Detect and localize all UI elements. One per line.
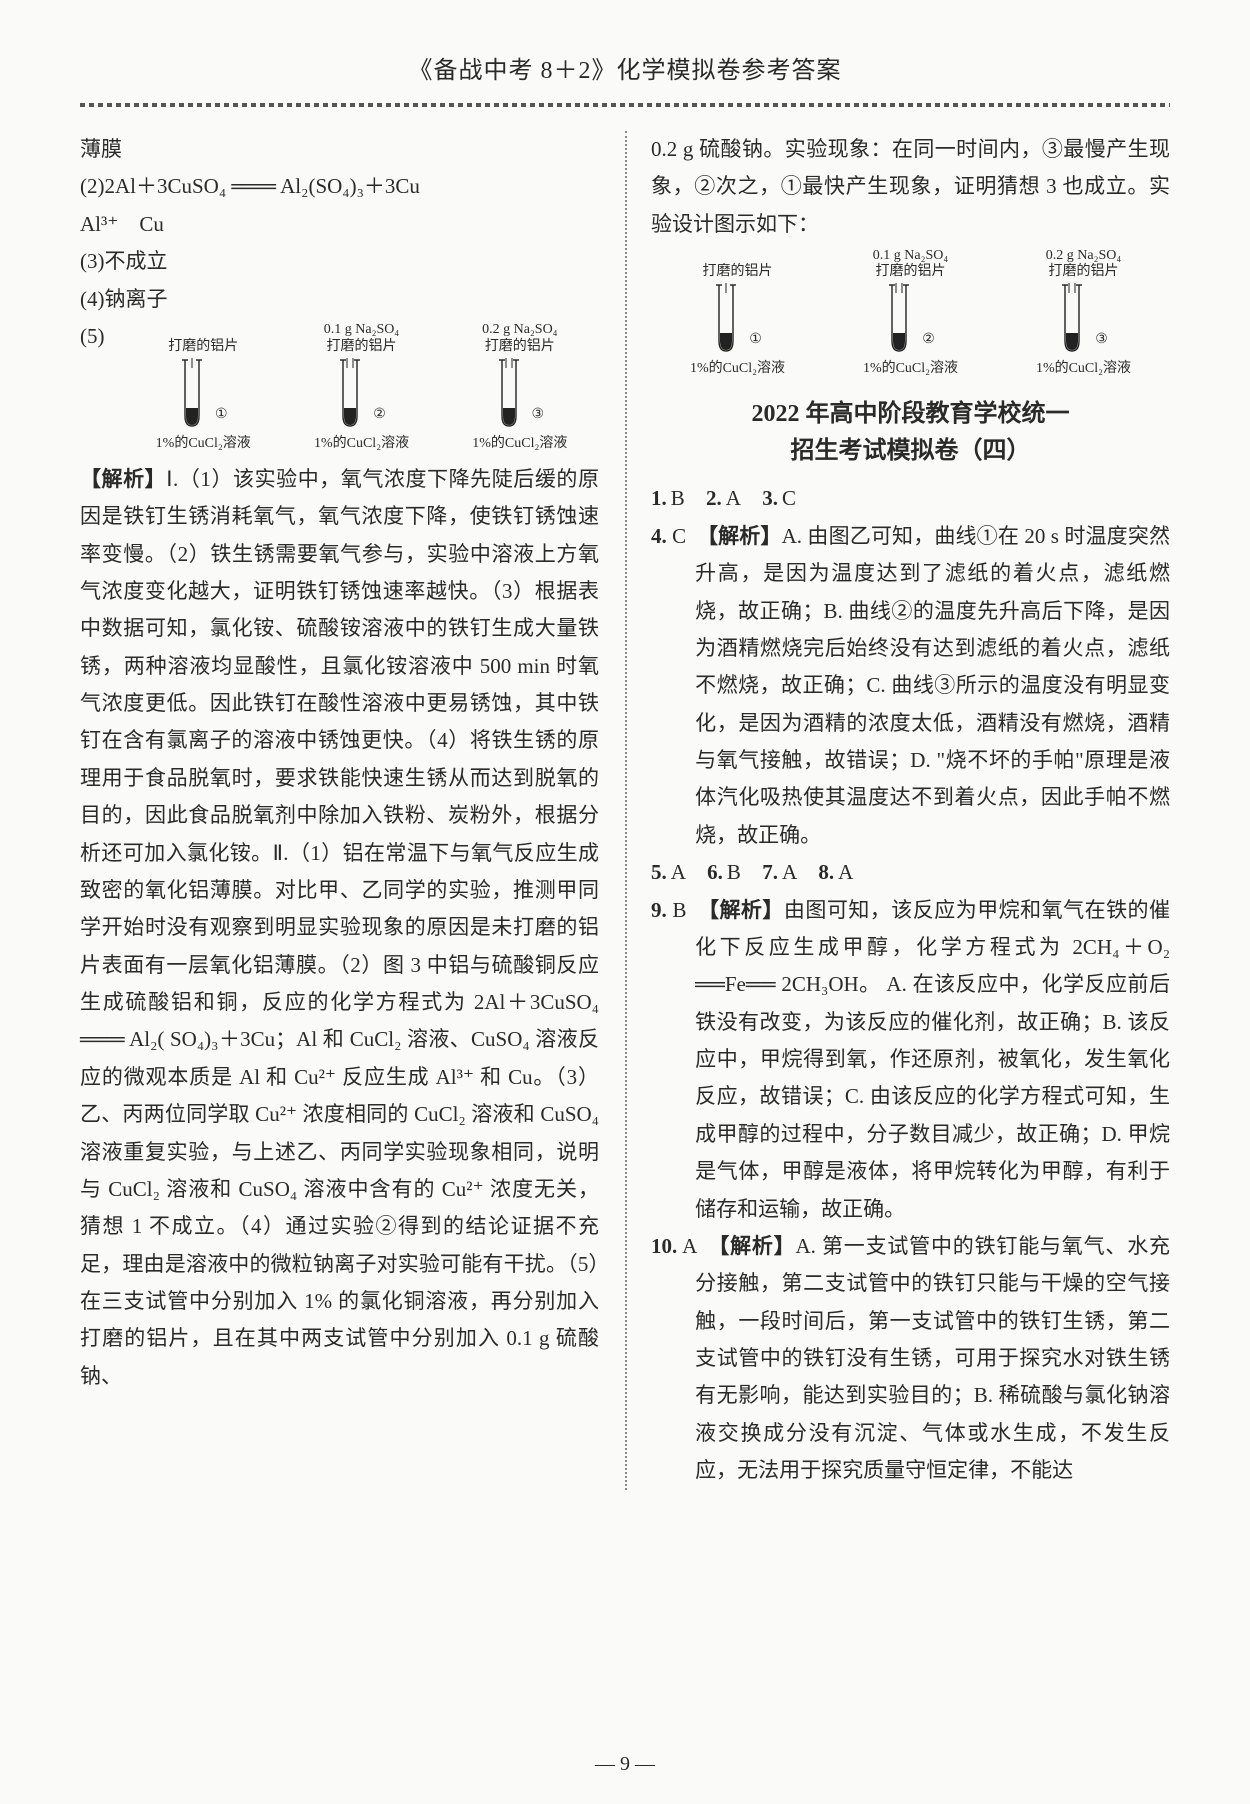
tube-top-line2: 打磨的铝片 — [168, 339, 238, 356]
tube-top-label: 0.1 g Na₂SO₄ 打磨的铝片 — [324, 322, 399, 356]
q-number: 9. — [651, 898, 667, 922]
q4-text: A. 由图乙可知，曲线①在 20 s 时温度突然升高，是因为温度达到了滤纸的着火… — [695, 524, 1170, 847]
q-answer: A — [671, 860, 686, 884]
tube-top-label: 打磨的铝片 — [702, 247, 772, 281]
q-number: 6. — [707, 860, 723, 884]
tube-top-line1: 0.1 g Na₂SO₄ — [873, 248, 948, 265]
page-number: — 9 — — [0, 1753, 1250, 1776]
right-p1: 0.2 g 硫酸钠。实验现象：在同一时间内，③最慢产生现象，②次之，①最快产生现… — [651, 131, 1170, 243]
left-q5-row: (5) 打磨的铝片 — [80, 318, 599, 461]
q10-block: 10. A 【解析】A. 第一支试管中的铁钉能与氧气、水充分接触，第二支试管中的… — [651, 1228, 1170, 1490]
left-analysis: 【解析】Ⅰ.（1）该实验中，氧气浓度下降先陡后缓的原因是铁钉生锈消耗氧气，氧气浓… — [80, 461, 599, 1395]
test-tube-icon — [337, 358, 363, 428]
q-answer: B — [727, 860, 741, 884]
test-tube-icon — [713, 283, 739, 353]
tube-circle-number: ① — [749, 328, 762, 353]
tube-top-line1: 0.2 g Na₂SO₄ — [1046, 248, 1121, 265]
tube-caption: 1%的CuCl₂溶液 — [1036, 357, 1131, 382]
q-number: 1. — [651, 486, 667, 510]
q-number: 4. — [651, 524, 667, 548]
q9-block: 9. B 【解析】由图可知，该反应为甲烷和氧气在铁的催化下反应生成甲醇，化学方程… — [651, 892, 1170, 1228]
header-underline — [80, 103, 1170, 107]
q5-prefix: (5) — [80, 318, 124, 355]
left-p2: (2)2Al＋3CuSO₄ ═══ Al₂(SO₄)₃＋3Cu — [80, 168, 599, 205]
tube-item: 0.2 g Na₂SO₄ 打磨的铝片 ③ — [444, 322, 596, 457]
q-number: 7. — [762, 860, 778, 884]
q4-block: 4. C 【解析】A. 由图乙可知，曲线①在 20 s 时温度突然升高，是因为温… — [651, 518, 1170, 854]
section-title-line2: 招生考试模拟卷（四） — [651, 433, 1170, 470]
tube-top-line2: 打磨的铝片 — [702, 264, 772, 281]
left-column: 薄膜 (2)2Al＋3CuSO₄ ═══ Al₂(SO₄)₃＋3Cu Al³⁺ … — [80, 131, 625, 1490]
section-title-line1: 2022 年高中阶段教育学校统一 — [651, 396, 1170, 433]
analysis-text: Ⅰ.（1）该实验中，氧气浓度下降先陡后缓的原因是铁钉生锈消耗氧气，氧气浓度下降，… — [80, 467, 599, 1388]
tube-circle-number: ② — [922, 328, 935, 353]
right-tube-diagram: 打磨的铝片 ① 1%的CuCl₂溶液 0.1 g Na₂SO₄ — [651, 247, 1170, 382]
two-column-layout: 薄膜 (2)2Al＋3CuSO₄ ═══ Al₂(SO₄)₃＋3Cu Al³⁺ … — [80, 131, 1170, 1490]
answer-row-2: 5.A 6.B 7.A 8.A — [651, 854, 1170, 891]
analysis-label: 【解析】 — [707, 524, 781, 548]
left-p5: (4)钠离子 — [80, 281, 599, 318]
tube-top-label: 0.2 g Na₂SO₄ 打磨的铝片 — [482, 322, 557, 356]
test-tube-icon — [179, 358, 205, 428]
left-p1: 薄膜 — [80, 131, 599, 168]
tube-top-line2: 打磨的铝片 — [482, 339, 557, 356]
column-divider — [625, 131, 627, 1490]
q-number: 2. — [706, 486, 722, 510]
q-answer: A — [726, 486, 741, 510]
tube-circle-number: ② — [373, 403, 386, 428]
test-tube-icon — [496, 358, 522, 428]
tube-caption: 1%的CuCl₂溶液 — [314, 432, 409, 457]
q-number: 10. — [651, 1234, 677, 1258]
tube-item: 0.2 g Na₂SO₄ 打磨的铝片 ③ 1%的CuCl₂溶液 — [1000, 247, 1166, 382]
right-column: 0.2 g 硫酸钠。实验现象：在同一时间内，③最慢产生现象，②次之，①最快产生现… — [625, 131, 1170, 1490]
q-number: 3. — [762, 486, 778, 510]
q10-text: A. 第一支试管中的铁钉能与氧气、水充分接触，第二支试管中的铁钉只能与干燥的空气… — [695, 1234, 1170, 1482]
tube-caption: 1%的CuCl₂溶液 — [156, 432, 251, 457]
tube-top-line2: 打磨的铝片 — [324, 339, 399, 356]
q-answer: A — [838, 860, 853, 884]
tube-caption: 1%的CuCl₂溶液 — [863, 357, 958, 382]
q-answer: B — [672, 898, 686, 922]
answer-row-1: 1.B 2.A 3.C — [651, 480, 1170, 517]
q9-text-b: A. 在该反应中，化学反应前后铁没有改变，为该反应的催化剂，故正确；B. 该反应… — [695, 972, 1170, 1220]
test-tube-icon — [1059, 283, 1085, 353]
tube-caption: 1%的CuCl₂溶液 — [472, 432, 567, 457]
section-title: 2022 年高中阶段教育学校统一 招生考试模拟卷（四） — [651, 396, 1170, 470]
q-answer: C — [782, 486, 796, 510]
left-p4: (3)不成立 — [80, 243, 599, 280]
q-answer: A — [682, 1234, 696, 1258]
analysis-label: 【解析】 — [719, 1234, 796, 1258]
tube-caption: 1%的CuCl₂溶液 — [690, 357, 785, 382]
left-p3: Al³⁺ Cu — [80, 206, 599, 243]
page-title: 《备战中考 8＋2》化学模拟卷参考答案 — [80, 50, 1170, 85]
tube-item: 打磨的铝片 ① 1%的CuCl₂溶液 — [127, 322, 279, 457]
left-tube-diagram: 打磨的铝片 ① 1%的CuCl₂溶液 — [124, 322, 599, 457]
tube-circle-number: ③ — [532, 403, 545, 428]
tube-circle-number: ③ — [1095, 328, 1108, 353]
tube-top-label: 打磨的铝片 — [168, 322, 238, 356]
tube-top-label: 0.2 g Na₂SO₄ 打磨的铝片 — [1046, 247, 1121, 281]
analysis-label: 【解析】 — [80, 467, 166, 491]
q-answer: B — [671, 486, 685, 510]
q-number: 8. — [818, 860, 834, 884]
tube-item: 0.1 g Na₂SO₄ 打磨的铝片 ② 1%的CuCl₂溶液 — [827, 247, 993, 382]
tube-top-line2: 打磨的铝片 — [1046, 264, 1121, 281]
analysis-label: 【解析】 — [708, 898, 783, 922]
q-answer: C — [672, 524, 686, 548]
tube-item: 0.1 g Na₂SO₄ 打磨的铝片 ② — [286, 322, 438, 457]
tube-top-label: 0.1 g Na₂SO₄ 打磨的铝片 — [873, 247, 948, 281]
tube-top-line1: 0.1 g Na₂SO₄ — [324, 322, 399, 339]
tube-circle-number: ① — [215, 403, 228, 428]
tube-top-line1: 0.2 g Na₂SO₄ — [482, 322, 557, 339]
q-answer: A — [782, 860, 797, 884]
tube-item: 打磨的铝片 ① 1%的CuCl₂溶液 — [654, 247, 820, 382]
tube-top-line2: 打磨的铝片 — [873, 264, 948, 281]
q-number: 5. — [651, 860, 667, 884]
test-tube-icon — [886, 283, 912, 353]
